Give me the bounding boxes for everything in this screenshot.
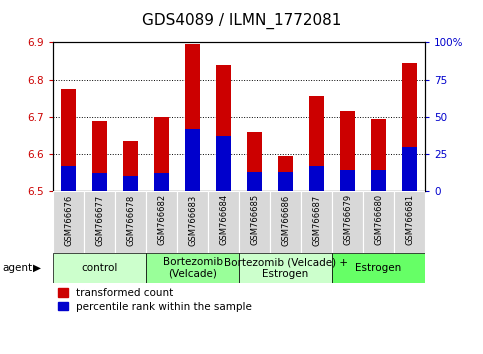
Bar xyxy=(123,141,138,191)
Bar xyxy=(61,166,76,191)
Text: GSM766682: GSM766682 xyxy=(157,194,166,245)
Text: Bortezomib (Velcade) +
Estrogen: Bortezomib (Velcade) + Estrogen xyxy=(224,257,348,279)
Bar xyxy=(371,170,386,191)
Bar xyxy=(115,191,146,253)
Text: GSM766683: GSM766683 xyxy=(188,194,197,246)
Bar xyxy=(340,170,355,191)
Bar xyxy=(92,173,107,191)
Bar xyxy=(123,176,138,191)
Text: GSM766684: GSM766684 xyxy=(219,194,228,245)
Text: ▶: ▶ xyxy=(33,263,41,273)
Text: GSM766677: GSM766677 xyxy=(95,194,104,246)
Bar xyxy=(239,253,332,283)
Bar xyxy=(309,96,324,191)
Bar xyxy=(301,191,332,253)
Bar xyxy=(53,191,84,253)
Bar xyxy=(402,63,417,191)
Bar xyxy=(61,89,76,191)
Bar xyxy=(278,172,293,191)
Bar xyxy=(270,191,301,253)
Bar xyxy=(154,117,170,191)
Text: GSM766678: GSM766678 xyxy=(126,194,135,246)
Text: GSM766676: GSM766676 xyxy=(64,194,73,246)
Bar xyxy=(177,191,208,253)
Text: Estrogen: Estrogen xyxy=(355,263,402,273)
Bar xyxy=(146,191,177,253)
Bar xyxy=(247,132,262,191)
Bar xyxy=(278,156,293,191)
Bar xyxy=(216,136,231,191)
Text: GSM766680: GSM766680 xyxy=(374,194,383,245)
Text: GSM766685: GSM766685 xyxy=(250,194,259,245)
Text: GSM766679: GSM766679 xyxy=(343,194,352,245)
Text: control: control xyxy=(82,263,118,273)
Bar xyxy=(216,65,231,191)
Bar xyxy=(363,191,394,253)
Bar xyxy=(394,191,425,253)
Bar xyxy=(402,147,417,191)
Text: GDS4089 / ILMN_1772081: GDS4089 / ILMN_1772081 xyxy=(142,12,341,29)
Bar xyxy=(239,191,270,253)
Text: GSM766681: GSM766681 xyxy=(405,194,414,245)
Bar xyxy=(92,120,107,191)
Bar xyxy=(185,44,200,191)
Bar xyxy=(84,191,115,253)
Bar xyxy=(154,173,170,191)
Bar xyxy=(309,166,324,191)
Text: Bortezomib
(Velcade): Bortezomib (Velcade) xyxy=(163,257,223,279)
Text: agent: agent xyxy=(2,263,32,273)
Bar xyxy=(332,191,363,253)
Bar xyxy=(332,253,425,283)
Text: GSM766686: GSM766686 xyxy=(281,194,290,246)
Bar xyxy=(185,129,200,191)
Text: GSM766687: GSM766687 xyxy=(312,194,321,246)
Bar xyxy=(371,119,386,191)
Bar xyxy=(53,253,146,283)
Bar xyxy=(340,111,355,191)
Bar xyxy=(247,172,262,191)
Legend: transformed count, percentile rank within the sample: transformed count, percentile rank withi… xyxy=(58,289,252,312)
Bar xyxy=(208,191,239,253)
Bar xyxy=(146,253,239,283)
